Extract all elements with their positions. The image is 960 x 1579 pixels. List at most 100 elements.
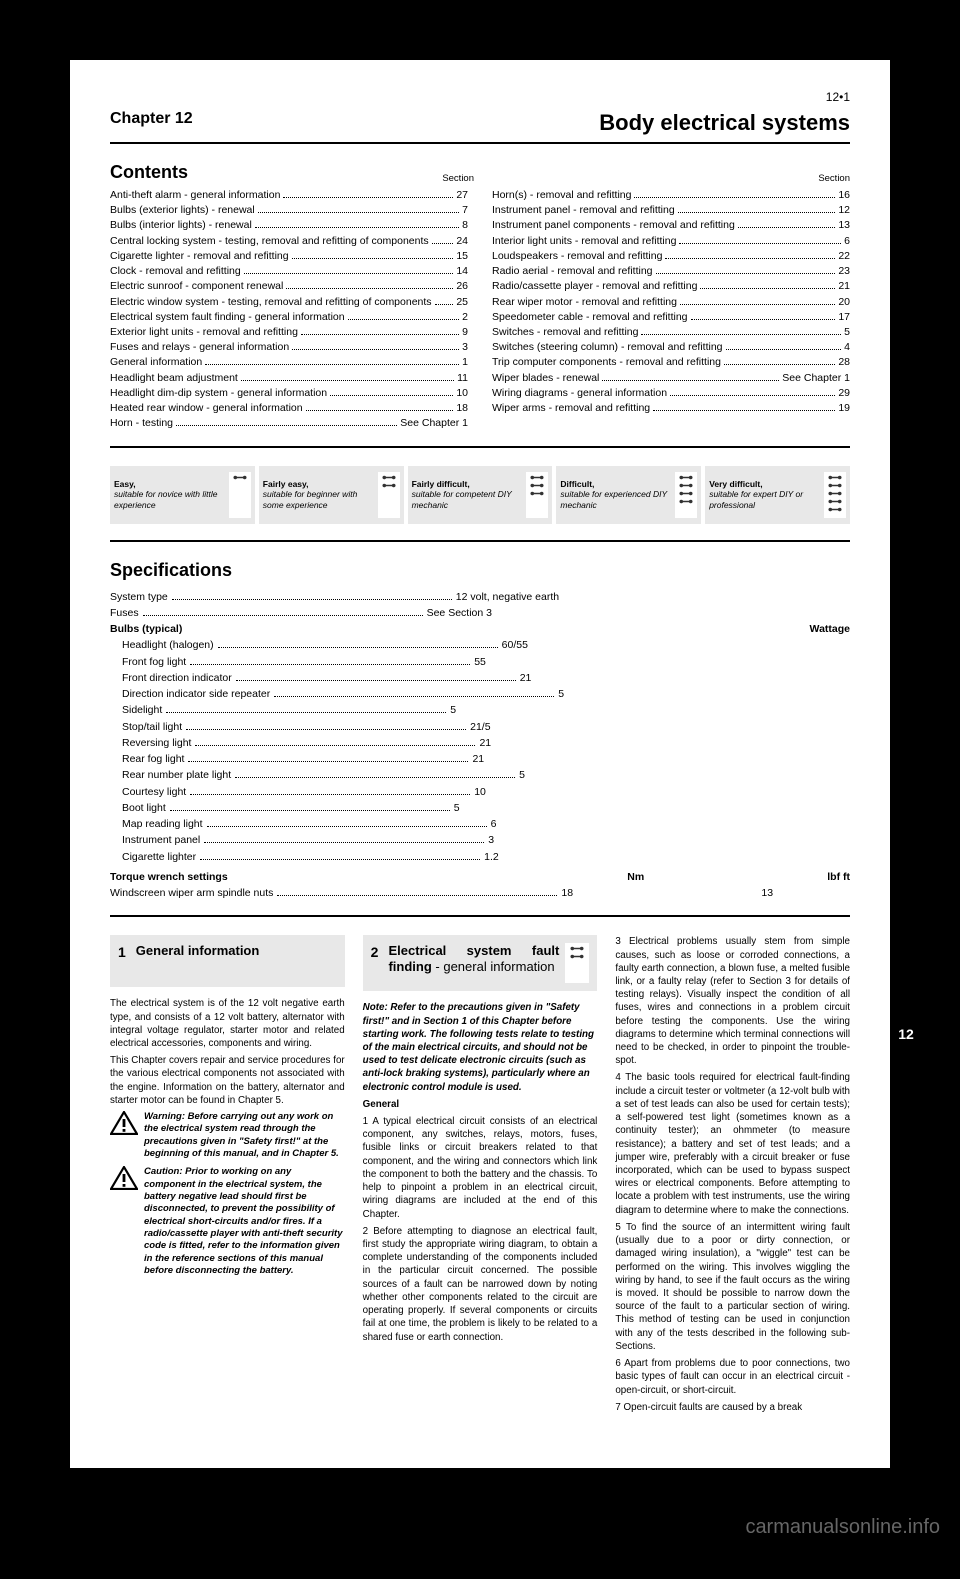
difficulty-wrenches (675, 472, 697, 518)
contents-item: Switches - removal and refitting (492, 325, 638, 340)
wrench-icon (569, 953, 585, 960)
torque-heading: Torque wrench settings (110, 871, 627, 883)
wrench-icon (827, 506, 843, 513)
section-label-right: Section (486, 173, 850, 184)
contents-item: Electric sunroof - component renewal (110, 279, 283, 294)
contents-col-left: Anti-theft alarm - general information27… (110, 188, 468, 432)
difficulty-wrenches (526, 472, 548, 518)
specs-value: 60/55 (502, 637, 528, 653)
contents-item: Wiring diagrams - general information (492, 386, 667, 401)
specs-value: 3 (488, 832, 494, 848)
contents-section-num: 28 (838, 355, 850, 370)
wrench-icon (569, 945, 585, 952)
specs-value: 1.2 (484, 849, 499, 865)
contents-item: Headlight beam adjustment (110, 371, 238, 386)
contents-section-num: 4 (844, 340, 850, 355)
contents-col-right: Horn(s) - removal and refitting16Instrum… (492, 188, 850, 432)
section-1-para: The electrical system is of the 12 volt … (110, 997, 345, 1050)
section-1-para: This Chapter covers repair and service p… (110, 1054, 345, 1107)
body-para: 6 Apart from problems due to poor connec… (615, 1357, 850, 1397)
contents-section-num: 1 (462, 355, 468, 370)
wrench-icon (827, 474, 843, 481)
contents-section-num: 19 (838, 401, 850, 416)
specs-label: Instrument panel (110, 832, 200, 848)
contents-section-num: 16 (838, 188, 850, 203)
torque-nm-heading: Nm (627, 871, 827, 883)
contents-item: Clock - removal and refitting (110, 264, 241, 279)
contents-item: Cigarette lighter - removal and refittin… (110, 249, 289, 264)
specs-value: See Section 3 (427, 605, 492, 621)
specs-label: Courtesy light (110, 784, 186, 800)
wrench-icon (381, 482, 397, 489)
specs-label: Reversing light (110, 735, 191, 751)
specs-label: Direction indicator side repeater (110, 686, 270, 702)
chapter-label: Chapter 12 (110, 110, 193, 128)
contents-item: Wiper blades - renewal (492, 371, 599, 386)
contents-ref: See Chapter 1 (400, 416, 468, 431)
torque-item-label: Windscreen wiper arm spindle nuts (110, 885, 273, 901)
difficulty-box: Easy, suitable for novice with little ex… (110, 466, 255, 524)
specs-label: Headlight (halogen) (110, 637, 214, 653)
contents-section-num: 11 (457, 371, 468, 386)
contents-section-num: 10 (456, 386, 468, 401)
specs-value: 55 (474, 654, 486, 670)
difficulty-title: Fairly easy, (263, 479, 374, 490)
body-para: 4 The basic tools required for electrica… (615, 1071, 850, 1216)
contents-section-num: 23 (838, 264, 850, 279)
contents-item: Exterior light units - removal and refit… (110, 325, 298, 340)
specs-label: Cigarette lighter (110, 849, 196, 865)
contents-section-num: 24 (456, 234, 468, 249)
difficulty-box: Difficult, suitable for experienced DIY … (556, 466, 701, 524)
contents-section-num: 6 (844, 234, 850, 249)
contents-item: Radio aerial - removal and refitting (492, 264, 653, 279)
contents-item: Anti-theft alarm - general information (110, 188, 280, 203)
caution-text: Caution: Prior to working on any compone… (144, 1166, 345, 1277)
difficulty-icon (565, 943, 589, 983)
specs-value: 6 (491, 816, 497, 832)
wrench-icon (678, 498, 694, 505)
contents-item: Bulbs (interior lights) - renewal (110, 218, 252, 233)
section-2-header: 2 Electrical system fault finding - gene… (363, 935, 598, 991)
warning-icon (110, 1166, 138, 1190)
specs-value: 12 volt, negative earth (456, 589, 559, 605)
contents-section-num: 17 (838, 310, 850, 325)
torque-item-lbf: 13 (761, 885, 773, 901)
contents-section-num: 26 (456, 279, 468, 294)
contents-section-num: 15 (456, 249, 468, 264)
contents-section-num: 20 (838, 295, 850, 310)
difficulty-title: Very difficult, (709, 479, 820, 490)
divider (110, 446, 850, 448)
wrench-icon (529, 490, 545, 497)
contents-item: Heated rear window - general information (110, 401, 303, 416)
specs-label: Rear number plate light (110, 767, 231, 783)
wrench-icon (381, 474, 397, 481)
torque-lbf-heading: lbf ft (827, 871, 850, 883)
body-para: 3 Electrical problems usually stem from … (615, 935, 850, 1067)
contents-item: Horn - testing (110, 416, 173, 431)
contents-section-num: 21 (838, 279, 850, 294)
wrench-icon (232, 474, 248, 481)
contents-section-num: 9 (462, 325, 468, 340)
contents-item: Fuses and relays - general information (110, 340, 289, 355)
contents-section-num: 3 (462, 340, 468, 355)
specs-label: Rear fog light (110, 751, 184, 767)
divider (110, 540, 850, 542)
difficulty-wrenches (824, 472, 846, 518)
contents-section-num: 5 (844, 325, 850, 340)
wrench-icon (827, 482, 843, 489)
specs-value: 5 (519, 767, 525, 783)
contents-section-num: 14 (456, 264, 468, 279)
section-2-subhead: General (363, 1098, 598, 1111)
contents-item: General information (110, 355, 202, 370)
contents-section-num: 7 (462, 203, 468, 218)
contents-item: Electric window system - testing, remova… (110, 295, 432, 310)
contents-item: Instrument panel - removal and refitting (492, 203, 675, 218)
specs-label: Map reading light (110, 816, 203, 832)
contents-item: Bulbs (exterior lights) - renewal (110, 203, 255, 218)
difficulty-box: Very difficult, suitable for expert DIY … (705, 466, 850, 524)
contents-item: Central locking system - testing, remova… (110, 234, 429, 249)
page-number: 12•1 (110, 90, 850, 104)
contents-item: Interior light units - removal and refit… (492, 234, 676, 249)
contents-item: Speedometer cable - removal and refittin… (492, 310, 688, 325)
chapter-header: Chapter 12 Body electrical systems (110, 110, 850, 136)
